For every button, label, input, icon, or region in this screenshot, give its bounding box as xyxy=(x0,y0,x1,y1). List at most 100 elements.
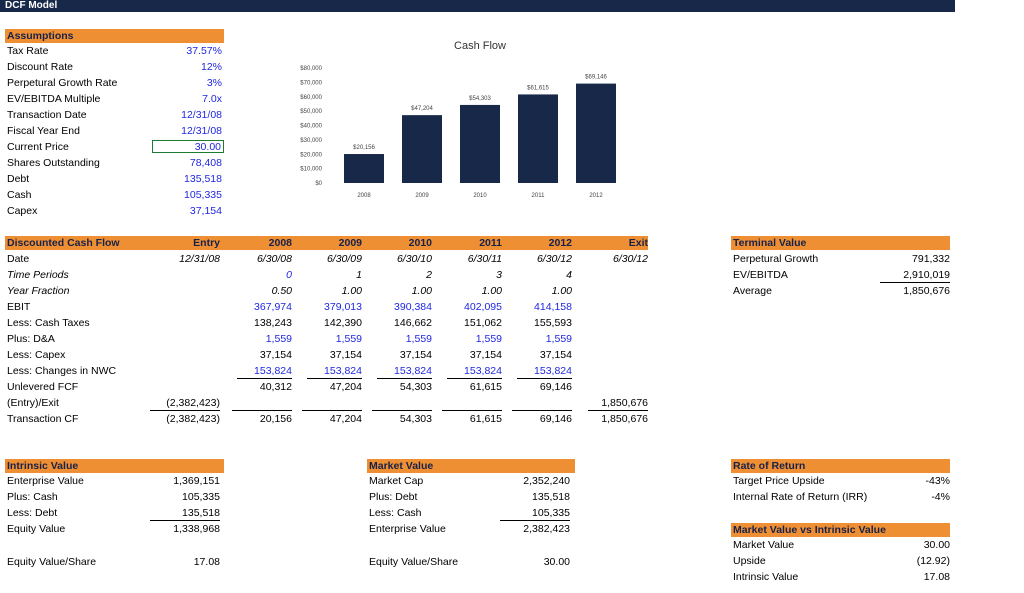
assumption-label: Cash xyxy=(7,189,32,201)
intrinsic-value[interactable]: 105,335 xyxy=(182,491,220,503)
dcf-cell[interactable]: 379,013 xyxy=(324,301,362,313)
dcf-cell[interactable]: 1.00 xyxy=(551,285,572,297)
assumption-label: Fiscal Year End xyxy=(7,125,80,137)
y-tick-label: $70,000 xyxy=(300,80,322,86)
mv-vs-iv-value[interactable]: 17.08 xyxy=(923,571,950,583)
intrinsic-value[interactable]: 1,369,151 xyxy=(173,475,220,487)
dcf-row-label: EBIT xyxy=(7,301,31,313)
dcf-cell[interactable]: 390,384 xyxy=(394,301,432,313)
dcf-cell[interactable]: 153,824 xyxy=(394,365,432,377)
dcf-cell[interactable]: 1.00 xyxy=(481,285,502,297)
assumption-value-cell[interactable]: 3% xyxy=(206,77,222,89)
market-label: Plus: Debt xyxy=(369,491,418,503)
dcf-cell[interactable]: 1.00 xyxy=(341,285,362,297)
market-value[interactable]: 2,352,240 xyxy=(523,475,570,487)
assumption-value-cell[interactable]: 37.57% xyxy=(186,45,222,57)
dcf-cell[interactable]: 153,824 xyxy=(534,365,572,377)
dcf-cell[interactable]: 61,615 xyxy=(469,413,502,425)
dcf-underline xyxy=(372,410,432,411)
market-per-share-value[interactable]: 30.00 xyxy=(543,556,570,568)
intrinsic-underline xyxy=(150,520,220,521)
assumption-value-cell[interactable]: 7.0x xyxy=(202,93,222,105)
dcf-cell[interactable]: 153,824 xyxy=(464,365,502,377)
dcf-cell[interactable]: 47,204 xyxy=(329,413,362,425)
mv-vs-iv-value[interactable]: (12.92) xyxy=(916,555,950,567)
dcf-cell[interactable]: 40,312 xyxy=(259,381,292,393)
dcf-cell[interactable]: 153,824 xyxy=(254,365,292,377)
dcf-cell[interactable]: 4 xyxy=(566,269,572,281)
intrinsic-value-header: Intrinsic Value xyxy=(5,459,224,473)
assumption-value-cell[interactable]: 135,518 xyxy=(184,173,222,185)
dcf-cell[interactable]: 6/30/12 xyxy=(612,253,648,265)
dcf-cell[interactable]: 1,850,676 xyxy=(601,413,648,425)
dcf-cell[interactable]: 37,154 xyxy=(399,349,432,361)
market-value[interactable]: 2,382,423 xyxy=(523,523,570,535)
dcf-cell[interactable]: 3 xyxy=(496,269,502,281)
x-tick-label: 2012 xyxy=(589,193,603,199)
dcf-cell[interactable]: 54,303 xyxy=(399,413,432,425)
dcf-cell[interactable]: 138,243 xyxy=(254,317,292,329)
dcf-cell[interactable]: 69,146 xyxy=(539,413,572,425)
dcf-cell[interactable]: 402,095 xyxy=(464,301,502,313)
terminal-value[interactable]: 1,850,676 xyxy=(903,285,950,297)
assumption-value-cell[interactable]: 37,154 xyxy=(189,205,222,217)
dcf-cell[interactable]: 20,156 xyxy=(259,413,292,425)
assumptions-header: Assumptions xyxy=(5,29,224,43)
dcf-cell[interactable]: 37,154 xyxy=(329,349,362,361)
dcf-cell[interactable]: 69,146 xyxy=(539,381,572,393)
dcf-cell[interactable]: 37,154 xyxy=(469,349,502,361)
dcf-cell[interactable]: 37,154 xyxy=(259,349,292,361)
dcf-cell[interactable]: 12/31/08 xyxy=(179,253,220,265)
dcf-cell[interactable]: 6/30/09 xyxy=(326,253,362,265)
rate-of-return-value[interactable]: -43% xyxy=(925,475,950,487)
intrinsic-value[interactable]: 1,338,968 xyxy=(173,523,220,535)
assumption-value-cell[interactable]: 105,335 xyxy=(184,189,222,201)
dcf-cell[interactable]: 37,154 xyxy=(539,349,572,361)
dcf-cell[interactable]: 0 xyxy=(286,269,292,281)
assumption-value-cell[interactable]: 12/31/08 xyxy=(181,125,222,137)
dcf-cell[interactable]: 6/30/10 xyxy=(396,253,432,265)
assumption-value-cell[interactable]: 12% xyxy=(200,61,222,73)
dcf-cell[interactable]: 61,615 xyxy=(469,381,502,393)
dcf-cell[interactable]: 0.50 xyxy=(271,285,292,297)
dcf-cell[interactable]: 1,559 xyxy=(475,333,502,345)
dcf-cell[interactable]: 146,662 xyxy=(394,317,432,329)
dcf-cell[interactable]: 151,062 xyxy=(464,317,502,329)
assumption-label: Capex xyxy=(7,205,38,217)
dcf-cell[interactable]: 153,824 xyxy=(324,365,362,377)
dcf-cell[interactable]: 367,974 xyxy=(254,301,292,313)
dcf-cell[interactable]: 1,559 xyxy=(545,333,572,345)
terminal-value[interactable]: 791,332 xyxy=(912,253,950,265)
dcf-cell[interactable]: (2,382,423) xyxy=(166,397,220,409)
dcf-cell[interactable]: 6/30/08 xyxy=(256,253,292,265)
dcf-cell[interactable]: 142,390 xyxy=(324,317,362,329)
dcf-cell[interactable]: 1,850,676 xyxy=(601,397,648,409)
intrinsic-per-share-value[interactable]: 17.08 xyxy=(193,556,220,568)
dcf-cell[interactable]: 6/30/12 xyxy=(536,253,572,265)
dcf-cell[interactable]: 1,559 xyxy=(405,333,432,345)
terminal-value[interactable]: 2,910,019 xyxy=(903,269,950,281)
mv-vs-iv-value[interactable]: 30.00 xyxy=(923,539,950,551)
dcf-row-label: Year Fraction xyxy=(7,285,70,297)
dcf-cell[interactable]: 155,593 xyxy=(534,317,572,329)
mv-vs-iv-header-label: Market Value vs Intrinsic Value xyxy=(733,524,886,536)
dcf-cell[interactable]: 2 xyxy=(426,269,432,281)
dcf-cell[interactable]: 1,559 xyxy=(335,333,362,345)
intrinsic-value[interactable]: 135,518 xyxy=(182,507,220,519)
rate-of-return-value[interactable]: -4% xyxy=(931,491,950,503)
dcf-cell[interactable]: 1.00 xyxy=(411,285,432,297)
dcf-cell[interactable]: 414,158 xyxy=(534,301,572,313)
dcf-cell[interactable]: 54,303 xyxy=(399,381,432,393)
assumption-value-cell[interactable]: 30.00 xyxy=(152,140,224,153)
assumption-value-cell[interactable]: 12/31/08 xyxy=(181,109,222,121)
window-title: DCF Model xyxy=(5,0,58,11)
market-value[interactable]: 105,335 xyxy=(532,507,570,519)
dcf-cell[interactable]: 1 xyxy=(356,269,362,281)
dcf-cell[interactable]: (2,382,423) xyxy=(166,413,220,425)
dcf-cell[interactable]: 47,204 xyxy=(329,381,362,393)
dcf-cell[interactable]: 6/30/11 xyxy=(467,253,502,265)
assumption-label: Tax Rate xyxy=(7,45,49,57)
assumption-value-cell[interactable]: 78,408 xyxy=(189,157,222,169)
dcf-cell[interactable]: 1,559 xyxy=(265,333,292,345)
market-value[interactable]: 135,518 xyxy=(532,491,570,503)
